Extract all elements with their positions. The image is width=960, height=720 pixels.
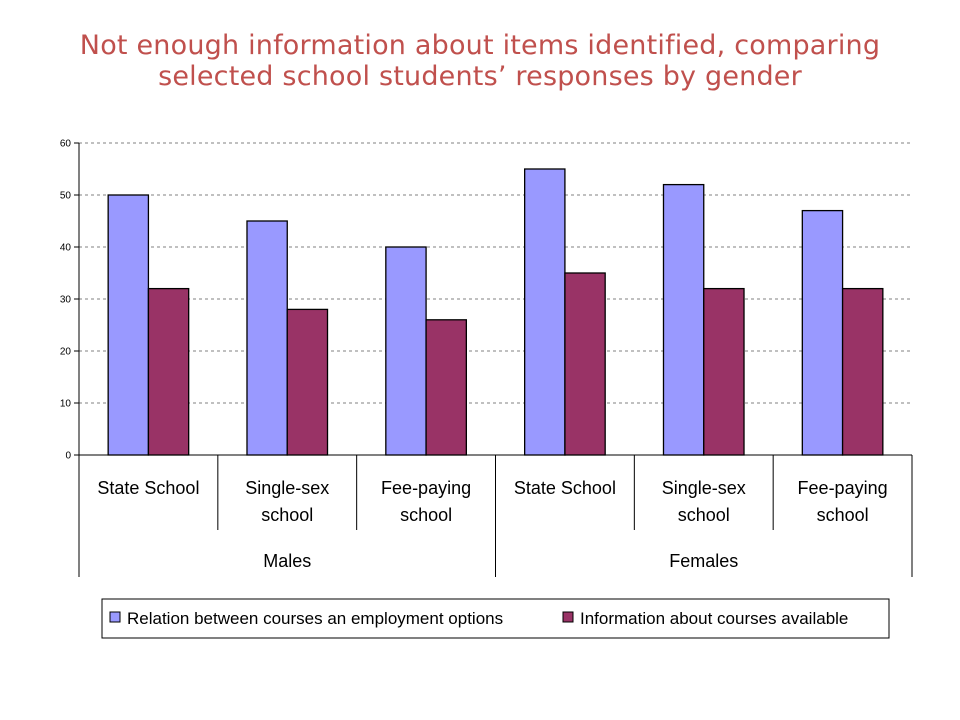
bar-series-1	[246, 220, 288, 456]
category-label: Single-sex	[245, 478, 329, 498]
category-label: Fee-paying	[798, 478, 888, 498]
category-label: school	[678, 505, 730, 525]
bar-series-2	[841, 287, 884, 456]
slide-title: Not enough information about items ident…	[20, 30, 940, 92]
bar-series-1	[801, 209, 844, 456]
y-tick-label: 30	[60, 295, 72, 306]
legend-swatch-series-2	[562, 611, 574, 623]
legend-swatch-series-1	[109, 611, 121, 623]
y-tick-label: 20	[60, 347, 72, 358]
slide-title-line-2: selected school students’ responses by g…	[158, 61, 802, 92]
bar-series-2	[425, 319, 467, 456]
group-label: Females	[669, 551, 738, 571]
bar-series-2	[147, 287, 190, 456]
bar-series-1	[662, 183, 705, 456]
category-label: school	[400, 505, 452, 525]
y-tick-label: 40	[60, 243, 72, 254]
legend-box	[101, 598, 890, 639]
legend-label-series-1: Relation between courses an employment o…	[127, 609, 503, 628]
y-tick-label: 50	[60, 191, 72, 202]
bar-series-1	[524, 168, 566, 456]
y-tick-label: 10	[60, 399, 72, 410]
y-tick-label: 60	[60, 139, 72, 150]
category-label: school	[817, 505, 869, 525]
category-label: State School	[97, 478, 199, 498]
legend-label-series-2: Information about courses available	[580, 609, 848, 628]
group-label: Males	[263, 551, 311, 571]
category-label: Fee-paying	[381, 478, 471, 498]
category-label: school	[261, 505, 313, 525]
bar-series-2	[564, 272, 606, 456]
bar-series-2	[703, 287, 745, 456]
slide-title-line-1: Not enough information about items ident…	[79, 30, 881, 61]
bar-series-1	[107, 194, 150, 456]
category-label: Single-sex	[662, 478, 746, 498]
y-tick-label: 0	[65, 451, 71, 462]
bar-series-2	[286, 308, 329, 456]
bar-series-1	[385, 246, 427, 456]
category-label: State School	[514, 478, 616, 498]
